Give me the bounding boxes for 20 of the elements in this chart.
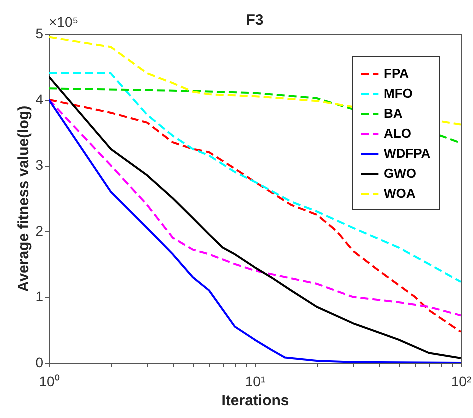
y-tick-label: 5 [36, 26, 44, 42]
legend-label: FPA [384, 66, 410, 81]
legend-label: GWO [384, 166, 416, 181]
legend-label: BA [384, 106, 404, 121]
y-tick-label: 1 [36, 288, 44, 305]
y-tick-label: 3 [36, 157, 44, 174]
legend-label: WDFPA [384, 146, 432, 161]
x-tick-label: 10² [451, 374, 472, 390]
x-tick-label: 10⁰ [39, 374, 60, 390]
legend-label: ALO [384, 126, 412, 141]
text: ×10⁵ [49, 14, 79, 30]
chart-title: F3 [246, 12, 264, 29]
y-axis-title: Average fitness value(log) [16, 106, 33, 292]
legend-label: WOA [384, 186, 416, 201]
y-tick-label: 0 [36, 354, 44, 370]
x-tick-label: 10¹ [245, 374, 266, 390]
y-tick-label: 2 [36, 222, 44, 239]
y-tick-label: 4 [36, 91, 44, 108]
x-axis-title: Iterations [222, 392, 290, 410]
legend-label: MFO [384, 86, 413, 101]
